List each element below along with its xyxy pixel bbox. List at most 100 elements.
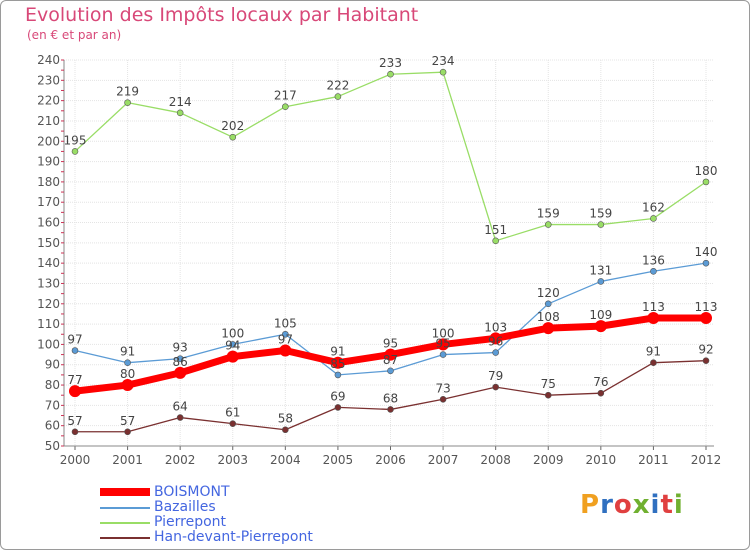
- data-label-boismont: 109: [589, 308, 612, 322]
- logo-letter: P: [580, 490, 601, 520]
- data-point-han-devant-pierrepont: [702, 357, 710, 364]
- x-tick-label: 2000: [60, 453, 91, 467]
- data-point-boismont: [647, 312, 660, 325]
- logo-letter: i: [673, 490, 684, 520]
- x-tick-label: 2002: [165, 453, 196, 467]
- data-label-bazailles: 131: [589, 263, 612, 277]
- y-tick-label: 230: [37, 73, 60, 87]
- legend-label-pierrepont: Pierrepont: [154, 514, 227, 530]
- data-label-boismont: 86: [173, 355, 188, 369]
- data-label-boismont: 94: [225, 339, 240, 353]
- data-point-boismont: [279, 344, 292, 357]
- data-point-boismont: [174, 366, 187, 379]
- data-label-bazailles: 95: [435, 337, 450, 351]
- data-label-boismont: 91: [330, 345, 345, 359]
- data-label-han-devant-pierrepont: 69: [330, 389, 345, 403]
- x-tick-label: 2008: [480, 453, 511, 467]
- data-label-pierrepont: 195: [64, 133, 87, 147]
- data-point-boismont: [437, 338, 450, 351]
- data-label-bazailles: 136: [642, 253, 665, 267]
- legend-swatch-han-devant-pierrepont: [100, 530, 150, 545]
- data-label-bazailles: 85: [330, 357, 345, 371]
- y-tick-label: 50: [45, 439, 60, 453]
- data-label-pierrepont: 162: [642, 200, 665, 214]
- chart-title: Evolution des Impôts locaux par Habitant: [25, 4, 419, 26]
- logo-letter: o: [613, 490, 633, 520]
- data-label-boismont: 108: [537, 310, 560, 324]
- data-label-pierrepont: 233: [379, 56, 402, 70]
- data-point-han-devant-pierrepont: [650, 359, 657, 367]
- logo-letter: i: [650, 490, 661, 520]
- y-tick-label: 80: [45, 378, 60, 392]
- data-label-han-devant-pierrepont: 64: [173, 400, 188, 414]
- y-tick-label: 90: [45, 358, 60, 372]
- legend-label-han-devant-pierrepont: Han-devant-Pierrepont: [154, 529, 313, 545]
- x-tick-label: 2001: [112, 453, 143, 467]
- data-label-han-devant-pierrepont: 61: [225, 406, 240, 420]
- data-label-boismont: 77: [67, 373, 82, 387]
- data-label-boismont: 113: [642, 300, 665, 314]
- data-point-pierrepont: [597, 221, 605, 228]
- data-label-boismont: 80: [120, 367, 135, 381]
- data-point-han-devant-pierrepont: [439, 395, 447, 403]
- y-tick-label: 140: [37, 256, 60, 270]
- legend-label-boismont: BOISMONT: [154, 484, 230, 500]
- y-tick-label: 130: [37, 276, 60, 290]
- data-label-bazailles: 87: [383, 353, 398, 367]
- x-tick-label: 2003: [217, 453, 248, 467]
- legend-swatch-bazailles: [100, 500, 150, 515]
- data-label-han-devant-pierrepont: 91: [646, 345, 661, 359]
- data-label-pierrepont: 180: [695, 164, 718, 178]
- y-tick-label: 210: [37, 114, 60, 128]
- x-tick-label: 2006: [375, 453, 406, 467]
- data-label-bazailles: 96: [488, 335, 503, 349]
- data-point-bazailles: [544, 300, 552, 308]
- data-label-pierrepont: 159: [537, 207, 560, 221]
- chart-subtitle: (en € et par an): [27, 28, 122, 42]
- data-point-han-devant-pierrepont: [544, 391, 552, 399]
- data-point-han-devant-pierrepont: [387, 406, 394, 413]
- data-point-bazailles: [334, 371, 342, 379]
- logo-letter: t: [660, 490, 674, 520]
- data-label-han-devant-pierrepont: 92: [698, 343, 713, 357]
- data-point-boismont: [594, 320, 607, 333]
- data-label-han-devant-pierrepont: 57: [120, 414, 135, 428]
- data-point-bazailles: [124, 359, 131, 367]
- data-point-pierrepont: [702, 178, 710, 186]
- data-label-pierrepont: 234: [432, 54, 455, 68]
- data-point-boismont: [700, 312, 712, 325]
- data-point-pierrepont: [492, 237, 499, 245]
- x-tick-label: 2004: [270, 453, 301, 467]
- data-point-bazailles: [650, 267, 657, 275]
- y-tick-label: 220: [37, 94, 60, 108]
- y-tick-label: 70: [45, 398, 60, 412]
- data-point-pierrepont: [544, 221, 552, 228]
- y-tick-label: 190: [37, 155, 60, 169]
- data-label-bazailles: 93: [173, 341, 188, 355]
- data-point-pierrepont: [282, 103, 289, 111]
- data-point-pierrepont: [439, 68, 447, 76]
- data-point-pierrepont: [71, 148, 79, 155]
- data-label-han-devant-pierrepont: 75: [541, 377, 556, 391]
- data-point-bazailles: [597, 278, 605, 285]
- y-tick-label: 170: [37, 195, 60, 209]
- data-label-pierrepont: 214: [169, 95, 192, 109]
- data-point-bazailles: [229, 341, 237, 348]
- data-point-bazailles: [71, 347, 79, 354]
- data-label-boismont: 97: [278, 333, 293, 347]
- x-tick-label: 2010: [586, 453, 617, 467]
- data-label-bazailles: 140: [695, 245, 718, 259]
- logo-letter: x: [632, 490, 651, 520]
- x-tick-label: 2011: [638, 453, 669, 467]
- legend-swatch-pierrepont: [100, 515, 150, 530]
- data-point-pierrepont: [334, 93, 342, 100]
- data-point-pierrepont: [176, 109, 184, 117]
- data-label-boismont: 100: [432, 326, 455, 340]
- x-tick-label: 2005: [323, 453, 354, 467]
- data-label-pierrepont: 202: [221, 119, 244, 133]
- data-point-bazailles: [702, 259, 710, 267]
- y-tick-label: 200: [37, 134, 60, 148]
- data-label-han-devant-pierrepont: 68: [383, 391, 398, 405]
- data-point-boismont: [331, 356, 344, 369]
- data-point-han-devant-pierrepont: [71, 428, 79, 436]
